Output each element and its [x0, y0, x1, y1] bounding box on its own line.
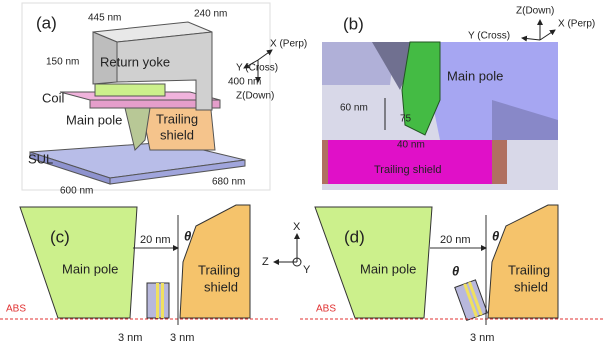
panel-label: (b) [343, 14, 364, 33]
part-label: shield [204, 279, 238, 294]
dim-label: 680 nm [212, 177, 245, 188]
angle-label: θ [492, 228, 499, 243]
part-label: Main pole [360, 261, 416, 276]
dim-label: 20 nm [140, 234, 171, 246]
dim-label: 150 nm [46, 57, 79, 68]
shield-edge [492, 140, 507, 184]
part-label: Trailing [156, 111, 198, 126]
part-label: Main pole [66, 112, 122, 127]
part-label: Coil [42, 90, 65, 105]
panel-label: (c) [50, 227, 70, 246]
angle-label: 75 [400, 114, 412, 125]
part-label: Trailing [198, 262, 240, 277]
figure: (a) 445 nm 240 nm 150 nm 400 nm 600 nm 6… [0, 0, 604, 347]
part-label: Main pole [447, 68, 503, 83]
axis-label: Y (Cross) [236, 63, 278, 74]
shield-edge [322, 140, 328, 184]
angle-label: θ [452, 263, 459, 278]
part-label: shield [160, 127, 194, 142]
dim-label: 40 nm [397, 140, 425, 151]
dim-label: 600 nm [60, 186, 93, 197]
axis-label: X [293, 221, 301, 233]
part-label: shield [514, 279, 548, 294]
axis-label: X (Perp) [270, 39, 307, 50]
abs-label: ABS [6, 304, 26, 315]
dim-label: 3 nm [118, 332, 142, 344]
part-label: Return yoke [100, 54, 170, 69]
layer [156, 283, 159, 318]
axis-label: X (Perp) [558, 19, 595, 30]
dim-label: 3 nm [470, 332, 494, 344]
dim-label: 60 nm [340, 103, 368, 114]
axis-label: Y (Cross) [468, 31, 510, 42]
axis-label: Z [262, 256, 269, 268]
part-label: Trailing shield [374, 164, 441, 176]
dim-label: 20 nm [440, 234, 471, 246]
panel-b: (b) Z(Down) Y (Cross) X (Perp) Main pole… [322, 6, 595, 190]
dim-label: 445 nm [88, 13, 121, 24]
axis-label: Z(Down) [516, 6, 554, 17]
part-label: Trailing [508, 262, 550, 277]
angle-label: θ [184, 228, 191, 243]
panel-c: (c) Main pole Trailing shield 20 nm θ AB… [0, 205, 280, 344]
part-label: SUL [28, 151, 53, 166]
axis-label: Y [303, 264, 311, 276]
dim-label: 3 nm [170, 332, 194, 344]
dim-label: 400 nm [228, 77, 261, 88]
panel-d: (d) Main pole Trailing shield 20 nm θ θ … [300, 205, 604, 344]
layer [161, 283, 164, 318]
panel-label: (a) [36, 13, 57, 32]
axis-label: Z(Down) [236, 91, 274, 102]
center-axes: X Z Y [262, 221, 311, 276]
part-label: Main pole [62, 261, 118, 276]
main-pole-block [95, 84, 165, 96]
abs-label: ABS [316, 304, 336, 315]
dim-label: 240 nm [194, 9, 227, 20]
panel-a: (a) 445 nm 240 nm 150 nm 400 nm 600 nm 6… [22, 3, 307, 197]
panel-label: (d) [344, 227, 365, 246]
